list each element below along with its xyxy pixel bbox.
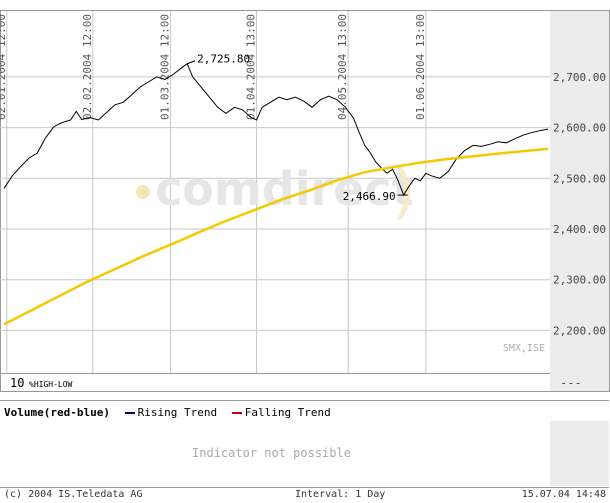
y-axis-panel bbox=[550, 10, 610, 392]
x-tick-label: 02.02.2004 12:00 bbox=[81, 14, 94, 120]
trend-line bbox=[3, 147, 549, 326]
y-tick-label: 2,500.00 bbox=[553, 172, 606, 185]
x-tick-labels: 02.01.2004 12:00 02.02.2004 12:00 01.03.20… bbox=[0, 14, 427, 120]
y-tick-label: 2,600.00 bbox=[553, 122, 606, 135]
indicator-panel: Volume(red-blue) Rising Trend Falling Tr… bbox=[0, 400, 609, 488]
rising-swatch bbox=[124, 412, 135, 414]
exchange-label: SMX,ISE bbox=[503, 343, 545, 354]
y-tick-label: 2,200.00 bbox=[553, 324, 606, 337]
footer-copyright: (c) 2004 IS.Teledata AG bbox=[4, 489, 143, 500]
y-tick-label: 2,300.00 bbox=[553, 274, 606, 287]
annotation-label: 2,466.90 bbox=[343, 190, 396, 203]
falling-swatch bbox=[231, 412, 242, 414]
y-tick-labels: 2,200.00 2,300.00 2,400.00 2,500.00 2,600.00… bbox=[553, 71, 606, 338]
price-line bbox=[3, 62, 549, 197]
indicator-menu-glyph[interactable]: --- bbox=[560, 376, 582, 390]
watermark-bracket: ) bbox=[392, 157, 415, 227]
indicator-message: Indicator not possible bbox=[192, 446, 351, 460]
y-tick-label: 2,700.00 bbox=[553, 71, 606, 84]
range-label[interactable]: %HIGH-LOW bbox=[29, 380, 73, 389]
x-tick-label: 01.03.2004 12:00 bbox=[159, 14, 172, 120]
x-tick-label: 01.06.2004 13:00 bbox=[414, 14, 427, 120]
footer-timestamp: 15.07.04 14:48 bbox=[521, 489, 606, 500]
indicator-legend: Volume(red-blue) Rising Trend Falling Tr… bbox=[4, 406, 331, 419]
x-tick-label: 01.04.2004 13:00 bbox=[245, 14, 258, 120]
range-value[interactable]: 10 bbox=[10, 376, 24, 390]
footer-interval: Interval: 1 Day bbox=[295, 489, 386, 500]
indicator-axis-panel bbox=[550, 421, 609, 486]
y-tick-label: 2,400.00 bbox=[553, 223, 606, 236]
indicator-title: Volume(red-blue) bbox=[4, 406, 110, 419]
annotation-label: 2,725.80 bbox=[197, 53, 250, 66]
rising-label: Rising Trend bbox=[137, 406, 218, 419]
x-tick-label: 04.05.2004 13:00 bbox=[336, 14, 349, 120]
falling-label: Falling Trend bbox=[244, 406, 331, 419]
series-group bbox=[3, 62, 549, 326]
x-tick-label: 02.01.2004 12:00 bbox=[0, 14, 8, 120]
annotations: 2,725.80 2,466.90 bbox=[187, 53, 408, 203]
annotation-leader bbox=[187, 60, 196, 65]
